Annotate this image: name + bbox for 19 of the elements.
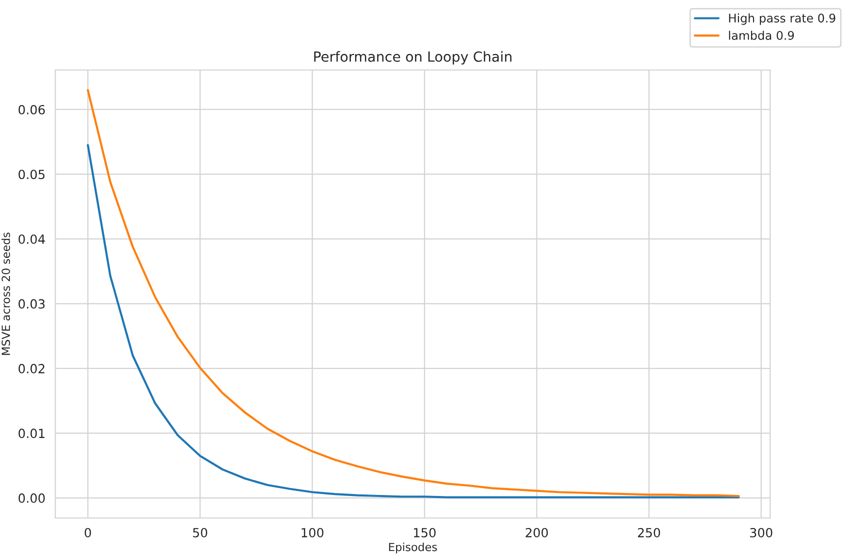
x-tick-label: 150 [414, 528, 436, 538]
x-tick-label: 300 [750, 528, 772, 538]
y-tick-label: 0.05 [18, 170, 44, 180]
x-tick-label: 0 [84, 528, 92, 538]
chart-title: Performance on Loopy Chain [314, 51, 512, 65]
y-tick-label: 0.06 [18, 104, 45, 114]
x-tick-label: 50 [193, 528, 208, 538]
y-axis-title: MSVE across 20 seeds [1, 232, 10, 355]
x-tick-label: 250 [638, 528, 660, 538]
y-tick-label: 0.01 [18, 428, 44, 438]
y-tick-label: 0.02 [18, 364, 44, 374]
legend-label: lambda 0.9 [729, 30, 794, 40]
x-axis-title: Episodes [389, 542, 437, 554]
x-tick-label: 100 [302, 528, 324, 538]
x-tick-label: 200 [526, 528, 548, 538]
legend-label: High pass rate 0.9 [729, 13, 836, 25]
y-tick-label: 0.03 [18, 299, 45, 309]
y-tick-label: 0.04 [18, 234, 45, 244]
y-tick-label: 0.00 [18, 493, 45, 503]
